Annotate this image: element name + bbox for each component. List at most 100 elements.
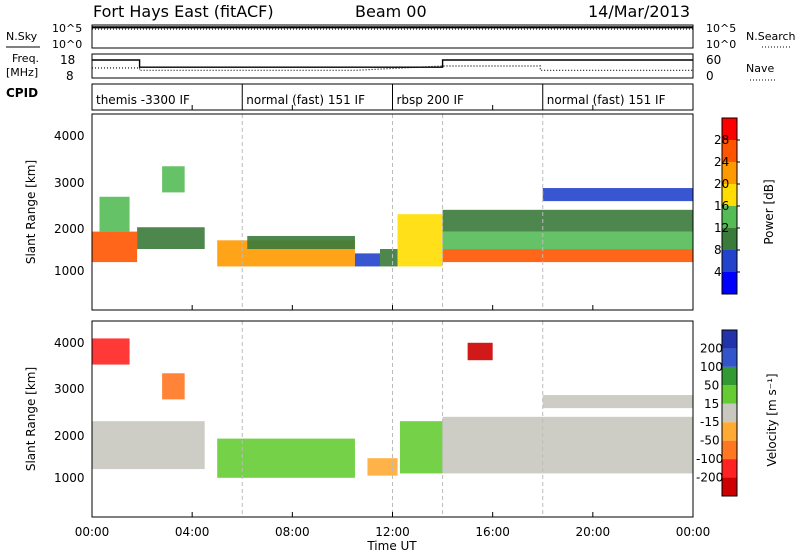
noise-left-label: N.Sky [6,30,38,43]
colorbar-swatch [722,385,737,404]
frequency-panel: Freq. [MHz] 18 8 60 0 Nave [6,52,776,83]
colorbar-swatch [722,140,737,162]
cpid-segment-label: normal (fast) 151 IF [246,93,365,107]
colorbar-frame [721,329,738,497]
nave-label: Nave [746,62,774,75]
frequency-series-group [92,59,693,71]
colorbar-tick-label: 16 [714,199,729,213]
data-region [92,231,138,263]
velocity-colorbar-label: Velocity [m s⁻¹] [765,373,779,466]
data-region [400,421,443,474]
power-panel: Slant Range [km] 4000 3000 2000 1000 282… [24,113,776,311]
data-region [247,235,355,250]
colorbar-tick-label: 8 [714,243,722,257]
noise-series-group [92,26,693,30]
colorbar-tick-label: 24 [714,155,729,169]
colorbar-swatch [722,228,737,250]
cpid-label: CPID [6,86,38,100]
freq-left-tick-top: 18 [60,53,75,67]
colorbar-tick-label: 15 [704,397,719,411]
colorbar-tick-label: 4 [714,265,722,279]
x-tick-label: 04:00 [175,525,210,539]
data-region [442,416,693,474]
colorbar-tick-label: 28 [714,133,729,147]
power-colorbar: 28 24 20 16 12 8 4 [714,117,740,295]
colorbar-swatch [722,422,737,441]
freq-right-tick-top: 60 [706,53,721,67]
power-data-group [92,114,693,310]
x-axis: 00:00 04:00 08:00 12:00 16:00 20:00 00:00 [75,105,710,539]
power-ylabel: Slant Range [km] [24,160,38,264]
colorbar-swatch [722,118,737,140]
data-region [397,214,443,267]
freq-left-tick-bottom: 8 [66,69,74,83]
station-title: Fort Hays East (fitACF) [93,2,274,21]
velocity-ytick-3000: 3000 [54,382,85,396]
noise-panel: N.Sky 10^5 10^0 10^5 10^0 N.Search [6,22,796,51]
power-ytick-3000: 3000 [54,176,85,190]
data-region [92,421,205,470]
velocity-ylabel: Slant Range [km] [24,367,38,471]
data-region [379,249,398,267]
data-region [162,373,185,400]
colorbar-swatch [722,348,737,367]
data-region [367,458,398,476]
data-region [442,231,693,250]
colorbar-swatch [722,477,737,496]
date-label: 14/Mar/2013 [588,2,690,21]
noise-left-tick-top: 10^5 [52,22,82,35]
cpid-segment-label: rbsp 200 IF [397,93,464,107]
velocity-data-group [92,321,693,517]
data-region [442,209,693,232]
noise-left-tick-bottom: 10^0 [52,38,82,51]
data-region [354,253,380,267]
data-region [542,395,693,409]
noise-right-tick-top: 10^5 [706,22,736,35]
colorbar-swatch [722,459,737,478]
x-tick-label: 00:00 [75,525,110,539]
colorbar-tick-label: -15 [700,415,720,429]
colorbar-swatch [722,440,737,460]
power-ytick-4000: 4000 [54,129,85,143]
velocity-ytick-4000: 4000 [54,336,85,350]
velocity-ytick-1000: 1000 [54,471,85,485]
colorbar-swatch [722,330,737,349]
colorbar-tick-label: 100 [700,360,723,374]
x-axis-label: Time UT [366,539,417,553]
colorbar-swatch [722,272,737,294]
data-region [92,338,130,365]
colorbar-tick-label: -100 [696,452,723,466]
colorbar-tick-label: 12 [714,221,729,235]
freq-series-nave [92,65,693,71]
cpid-strip: CPID themis -3300 IF normal (fast) 151 IF… [6,83,694,111]
colorbar-tick-label: 200 [700,341,723,355]
velocity-panel: Slant Range [km] 4000 3000 2000 1000 200… [24,320,779,518]
data-region [442,249,693,263]
data-region [137,227,205,250]
colorbar-swatch [722,403,737,423]
data-region [467,342,493,361]
cpid-segment-label: normal (fast) 151 IF [547,93,666,107]
power-ytick-2000: 2000 [54,222,85,236]
x-tick-label: 20:00 [576,525,611,539]
velocity-colorbar: 200 100 50 15 -15 -50 -100 -200 [696,329,738,497]
frequency-panel-frame [91,53,694,79]
noise-panel-frame [91,24,694,49]
velocity-ytick-2000: 2000 [54,429,85,443]
data-region [99,196,130,232]
colorbar-swatch [722,250,737,272]
colorbar-tick-label: -200 [696,471,723,485]
data-region [542,188,693,202]
power-colorbar-label: Power [dB] [762,179,776,244]
colorbar-swatch [722,206,737,228]
data-region [162,166,185,193]
colorbar-tick-label: 20 [714,177,729,191]
x-tick-label: 12:00 [375,525,410,539]
freq-label-line1: Freq. [12,52,39,65]
freq-series-freq- [92,59,693,68]
x-tick-label: 08:00 [275,525,310,539]
freq-label-line2: [MHz] [6,66,38,79]
beam-label: Beam 00 [355,2,427,21]
data-region [217,438,355,478]
